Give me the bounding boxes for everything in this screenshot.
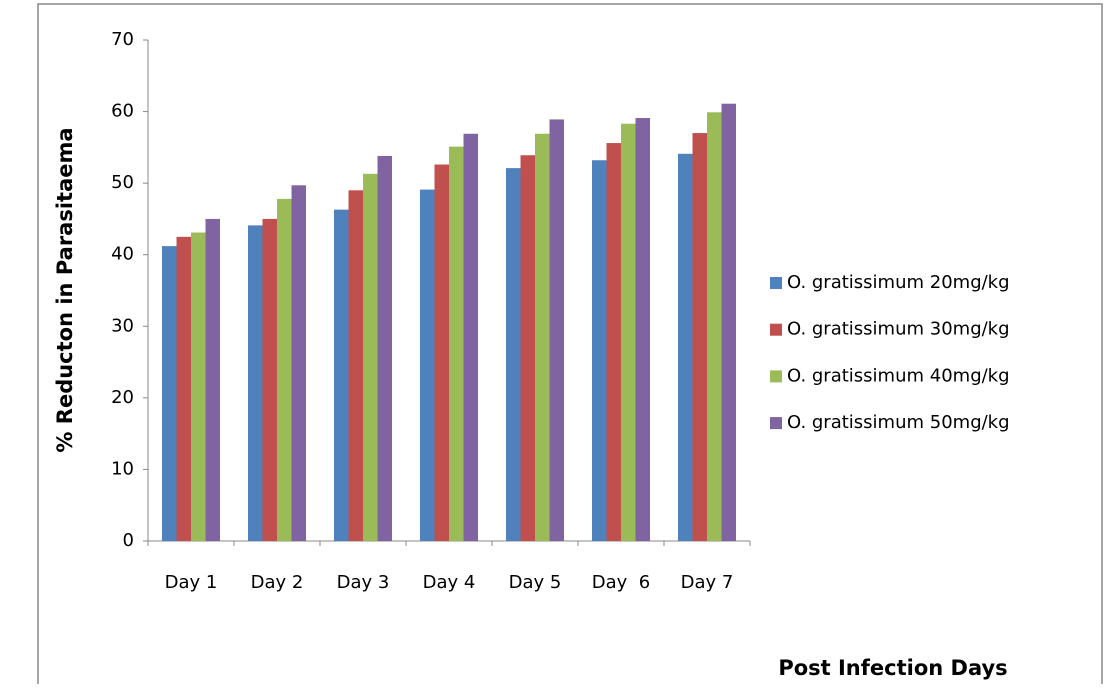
legend-label: O. gratissimum 40mg/kg	[787, 365, 1010, 386]
y-tick-label: 40	[111, 244, 134, 265]
x-tick-label: Day 7	[681, 572, 734, 593]
bar	[191, 232, 206, 541]
y-tick-label: 60	[111, 101, 134, 122]
x-tick-label: Day 5	[509, 572, 562, 593]
y-tick-label: 30	[111, 315, 134, 336]
legend-label: O. gratissimum 50mg/kg	[787, 412, 1010, 433]
y-axis-label: % Reducton in Parasitaema	[53, 127, 77, 452]
y-tick-label: 70	[111, 29, 134, 50]
bar	[621, 123, 636, 541]
bar	[205, 218, 220, 541]
bar	[162, 246, 177, 541]
y-tick-label: 20	[111, 387, 134, 408]
chart-border	[37, 3, 1103, 688]
legend-label: O. gratissimum 30mg/kg	[787, 319, 1010, 340]
legend-swatch	[770, 323, 782, 336]
bar	[463, 133, 478, 541]
bar	[248, 225, 263, 541]
legend-swatch	[770, 370, 782, 383]
x-tick-label: Day 1	[165, 572, 218, 593]
bar	[549, 119, 564, 542]
legend-swatch	[770, 277, 782, 289]
bar	[506, 168, 521, 541]
bar	[176, 236, 191, 542]
bar	[678, 153, 693, 541]
bar	[377, 155, 392, 541]
bar	[420, 189, 435, 541]
y-tick-label: 0	[123, 530, 134, 551]
bar	[363, 173, 378, 542]
bar	[277, 198, 292, 542]
bar	[592, 160, 607, 542]
bar	[348, 190, 363, 542]
bar	[262, 218, 277, 541]
legend-swatch	[770, 417, 782, 430]
x-tick-label: Day 3	[337, 572, 390, 593]
x-tick-label: Day 4	[423, 572, 476, 593]
x-axis-label: Post Infection Days	[778, 656, 1007, 680]
bar	[692, 133, 707, 542]
x-tick-label: Day 2	[251, 572, 304, 593]
bar	[434, 164, 449, 541]
bar	[707, 112, 722, 541]
y-tick-label: 50	[111, 172, 134, 193]
legend-label: O. gratissimum 20mg/kg	[787, 272, 1010, 293]
bar	[721, 103, 736, 541]
x-tick-label: Day 6	[592, 572, 650, 593]
bar	[449, 146, 464, 542]
bar	[535, 133, 550, 541]
bar	[334, 209, 349, 542]
y-tick-label: 10	[111, 458, 134, 479]
bar	[520, 155, 535, 542]
bar	[635, 118, 650, 542]
bar	[606, 143, 621, 541]
bar	[291, 185, 306, 542]
